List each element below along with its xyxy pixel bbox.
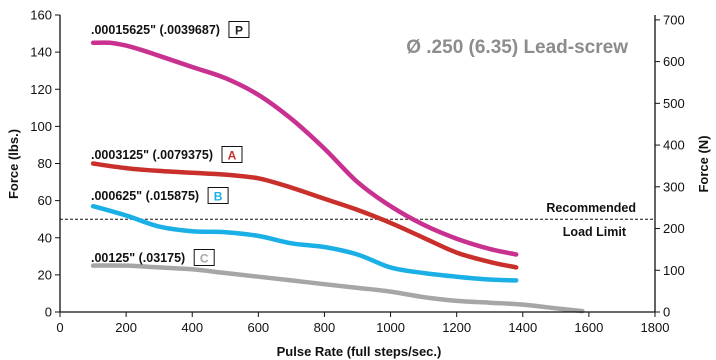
x-tick-label: 1600 <box>574 320 603 335</box>
x-tick-label: 1800 <box>641 320 670 335</box>
y-tick-label: 80 <box>38 156 52 171</box>
badge-box <box>207 187 229 204</box>
y2-tick-label: 100 <box>663 263 685 278</box>
y2-tick-label: 600 <box>663 54 685 69</box>
badge-letter: P <box>235 24 243 38</box>
series-a-label: .0003125" (.0079375) <box>91 148 213 162</box>
chart-title: Ø .250 (6.35) Lead-screw <box>406 37 628 58</box>
x-axis-label: Pulse Rate (full steps/sec.) <box>277 344 442 359</box>
badge-letter: C <box>200 252 209 266</box>
badge-letter: B <box>214 190 223 204</box>
series-c-label: .00125" (.03175) <box>91 251 185 265</box>
series-a-badge: A <box>221 146 243 163</box>
x-tick-label: 800 <box>314 320 336 335</box>
y-tick-label: 40 <box>38 230 52 245</box>
series-c-badge: C <box>193 249 215 266</box>
y-tick-label: 140 <box>30 45 52 60</box>
y2-tick-label: 200 <box>663 221 685 236</box>
y2-tick-label: 300 <box>663 179 685 194</box>
x-tick-label: 200 <box>115 320 137 335</box>
badge-box <box>228 21 250 38</box>
ticks-group: 0 200 400 600 800 1000 1200 1400 1600 18000204060… <box>30 8 684 336</box>
y-tick-label: 120 <box>30 82 52 97</box>
x-tick-label: 1000 <box>376 320 405 335</box>
y-tick-label: 0 <box>45 305 52 320</box>
series-b-badge: B <box>207 187 229 204</box>
series-p-label: .00015625" (.0039687) <box>91 23 220 37</box>
series-b-line <box>90 203 519 283</box>
x-tick-label: 1400 <box>508 320 537 335</box>
series-p-line <box>90 40 519 257</box>
x-tick-label: 400 <box>181 320 203 335</box>
x-tick-label: 1200 <box>442 320 471 335</box>
y-tick-label: 160 <box>30 8 52 23</box>
x-tick-label: 600 <box>247 320 269 335</box>
y-tick-label: 20 <box>38 267 52 282</box>
series-a-line <box>90 161 519 270</box>
series-labels-group: .00015625" (.0039687) P .0003125" (.007937… <box>91 21 250 266</box>
badge-letter: A <box>228 149 237 163</box>
badge-box <box>193 249 215 266</box>
y-axis-label: Force (lbs.) <box>6 129 21 199</box>
series-p-badge: P <box>228 21 250 38</box>
x-tick-label: 0 <box>56 320 63 335</box>
y2-tick-label: 0 <box>663 305 670 320</box>
badge-box <box>221 146 243 163</box>
y2-axis-label: Force (N) <box>696 135 711 192</box>
reference-label-bottom: Load Limit <box>563 225 627 239</box>
series-b-label: .000625" (.015875) <box>91 189 199 203</box>
y2-tick-label: 700 <box>663 12 685 27</box>
y2-tick-label: 400 <box>663 138 685 153</box>
series-group <box>90 40 585 314</box>
reference-label-top: Recommended <box>546 201 636 215</box>
y2-tick-label: 500 <box>663 96 685 111</box>
series-c-line <box>90 263 585 314</box>
y-tick-label: 100 <box>30 119 52 134</box>
y-tick-label: 60 <box>38 193 52 208</box>
